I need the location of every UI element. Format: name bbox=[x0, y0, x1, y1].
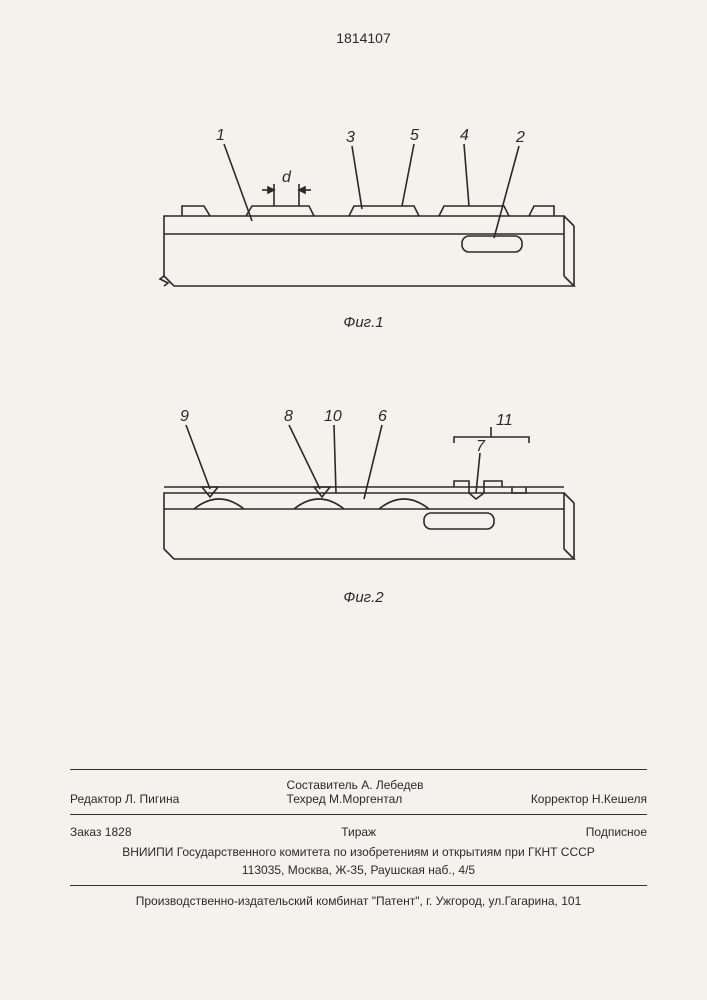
techred: Техред М.Моргентал bbox=[287, 792, 424, 806]
fig1-label-3: 3 bbox=[346, 129, 355, 146]
fig2-label-8: 8 bbox=[284, 408, 293, 425]
figure-2: 9 8 10 6 11 7 Фиг.2 bbox=[80, 381, 647, 606]
org-line-1: ВНИИПИ Государственного комитета по изоб… bbox=[70, 843, 647, 861]
figure-2-svg: 9 8 10 6 11 7 bbox=[124, 381, 604, 581]
fig2-label-11: 11 bbox=[496, 412, 513, 429]
fig1-label-1: 1 bbox=[216, 127, 225, 144]
editor: Редактор Л. Пигина bbox=[70, 792, 179, 806]
rule-1 bbox=[70, 769, 647, 770]
figure-1-svg: 1 d 3 5 4 2 bbox=[124, 106, 604, 306]
org-line-2: 113035, Москва, Ж-35, Раушская наб., 4/5 bbox=[70, 861, 647, 879]
figure-2-caption: Фиг.2 bbox=[80, 589, 647, 606]
fig2-label-10: 10 bbox=[324, 408, 342, 425]
page: 1814107 bbox=[0, 0, 707, 1000]
fig1-label-2: 2 bbox=[515, 129, 525, 146]
rule-2 bbox=[70, 814, 647, 815]
order-row: Заказ 1828 Тираж Подписное bbox=[70, 821, 647, 843]
fig1-label-d: d bbox=[282, 169, 292, 186]
fig2-label-7: 7 bbox=[476, 438, 486, 455]
corrector: Корректор Н.Кешеля bbox=[531, 792, 647, 806]
fig1-label-4: 4 bbox=[460, 127, 469, 144]
printer-line: Производственно-издательский комбинат "П… bbox=[70, 892, 647, 910]
figure-1-caption: Фиг.1 bbox=[80, 314, 647, 331]
tirazh: Тираж bbox=[341, 825, 376, 839]
fig1-label-5: 5 bbox=[410, 127, 419, 144]
footer: Редактор Л. Пигина Составитель А. Лебеде… bbox=[70, 763, 647, 910]
fig2-label-6: 6 bbox=[378, 408, 387, 425]
compiler: Составитель А. Лебедев bbox=[287, 778, 424, 792]
fig2-label-9: 9 bbox=[180, 408, 189, 425]
rule-3 bbox=[70, 885, 647, 886]
subscription: Подписное bbox=[586, 825, 647, 839]
document-number: 1814107 bbox=[80, 30, 647, 46]
figure-1: 1 d 3 5 4 2 Фиг.1 bbox=[80, 106, 647, 331]
credits-row: Редактор Л. Пигина Составитель А. Лебеде… bbox=[70, 776, 647, 808]
order-number: Заказ 1828 bbox=[70, 825, 132, 839]
